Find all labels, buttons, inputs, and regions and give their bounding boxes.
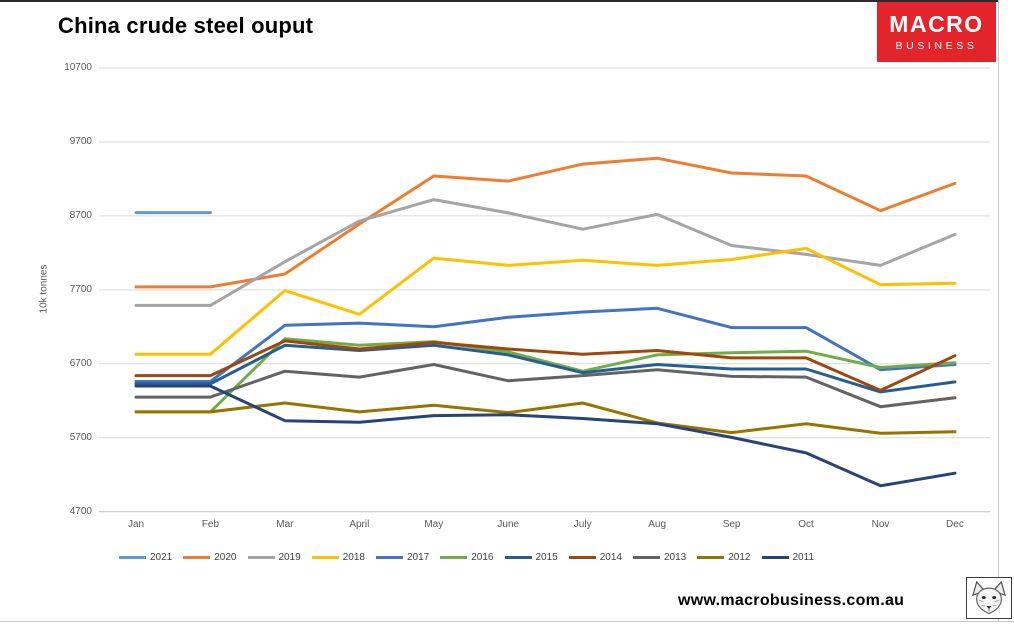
series-line-2014 xyxy=(134,339,957,392)
y-tick-label: 9700 xyxy=(69,135,92,147)
legend-swatch-icon xyxy=(311,556,339,559)
series-line-2016 xyxy=(134,337,957,414)
fox-icon xyxy=(972,581,1006,615)
legend-item-2017: 2017 xyxy=(376,552,429,563)
x-tick-label: Mar xyxy=(276,519,294,530)
legend-item-2013: 2013 xyxy=(633,552,686,563)
x-tick-label: May xyxy=(424,519,444,530)
chart-title: China crude steel ouput xyxy=(58,13,314,38)
x-tick-label: June xyxy=(497,519,520,530)
logo-text-macro: MACRO xyxy=(889,10,984,37)
legend-item-2016: 2016 xyxy=(440,552,494,563)
y-tick-label: 4700 xyxy=(69,505,92,517)
legend-swatch-icon xyxy=(697,556,725,559)
series-line-2019 xyxy=(134,198,957,307)
x-tick-label: Feb xyxy=(201,519,220,530)
x-tick-label: April xyxy=(349,519,370,530)
y-tick-label: 7700 xyxy=(69,283,92,295)
legend-label: 2018 xyxy=(342,552,365,563)
x-tick-label: Nov xyxy=(871,519,890,530)
legend-label: 2017 xyxy=(407,552,430,563)
legend-swatch-icon xyxy=(183,556,211,559)
legend-item-2018: 2018 xyxy=(311,552,365,563)
legend-swatch-icon xyxy=(568,556,596,559)
legend-label: 2020 xyxy=(214,552,237,563)
legend-label: 2019 xyxy=(278,552,301,563)
series-line-2013 xyxy=(134,363,957,409)
legend-label: 2013 xyxy=(664,552,687,563)
legend-swatch-icon xyxy=(633,556,660,559)
legend-swatch-icon xyxy=(119,556,146,559)
y-tick-label: 8700 xyxy=(69,209,92,221)
x-tick-label: Jan xyxy=(127,519,145,530)
window-top-edge xyxy=(0,0,999,2)
legend-swatch-icon xyxy=(376,556,403,559)
legend-swatch-icon xyxy=(247,556,275,559)
legend-item-2020: 2020 xyxy=(183,552,237,563)
x-tick-label: Sep xyxy=(722,519,741,530)
legend-label: 2014 xyxy=(599,552,622,563)
x-tick-label: Oct xyxy=(798,519,814,530)
footer-url-link[interactable]: www.macrobusiness.com.au xyxy=(678,592,905,609)
y-axis-title: 10k tonnes xyxy=(38,264,50,314)
x-tick-label: Dec xyxy=(946,519,964,530)
legend-swatch-icon xyxy=(440,556,468,559)
legend-label: 2021 xyxy=(150,552,173,563)
legend-item-2021: 2021 xyxy=(119,552,172,563)
legend-item-2015: 2015 xyxy=(504,552,558,563)
logo-text-business: BUSINESS xyxy=(895,39,978,52)
x-tick-label: Aug xyxy=(648,519,667,530)
fox-logo-box xyxy=(966,577,1012,619)
window-bottom-edge xyxy=(0,621,1014,622)
series-line-2017 xyxy=(134,306,957,383)
series-line-2015 xyxy=(134,343,957,394)
series-line-2012 xyxy=(134,401,957,435)
y-tick-label: 5700 xyxy=(69,431,92,443)
legend-swatch-icon xyxy=(504,556,532,559)
series-line-2011 xyxy=(134,384,957,488)
y-tick-label: 10700 xyxy=(64,62,92,73)
legend-label: 2016 xyxy=(471,552,494,563)
legend-swatch-icon xyxy=(761,556,789,559)
y-tick-label: 6700 xyxy=(69,357,92,369)
x-tick-label: July xyxy=(573,519,592,530)
legend-label: 2015 xyxy=(535,552,558,563)
chart-legend: 2021 2020 2019 2018 2017 2016 2015 2014 2013 2012… xyxy=(119,552,814,563)
macrobusiness-logo: MACRO BUSINESS xyxy=(877,2,996,62)
legend-item-2012: 2012 xyxy=(697,552,751,563)
legend-item-2019: 2019 xyxy=(247,552,301,563)
series-line-2020 xyxy=(134,156,957,289)
legend-item-2014: 2014 xyxy=(568,552,622,563)
series-line-2018 xyxy=(134,246,957,356)
window-right-edge xyxy=(998,0,999,621)
legend-item-2011: 2011 xyxy=(761,552,815,563)
legend-label: 2011 xyxy=(792,552,815,563)
legend-label: 2012 xyxy=(728,552,751,563)
